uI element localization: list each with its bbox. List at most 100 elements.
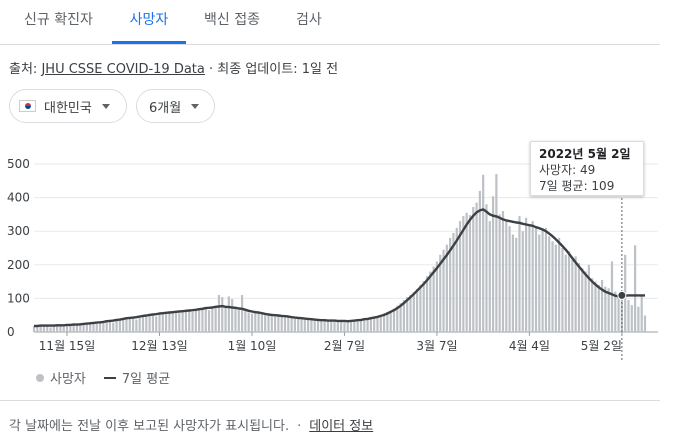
tab-new-cases[interactable]: 신규 확진자	[24, 0, 110, 43]
bar	[538, 234, 541, 332]
bar	[201, 307, 204, 332]
bar	[151, 315, 154, 332]
bar	[548, 236, 551, 332]
bar	[188, 309, 191, 332]
bar	[373, 317, 376, 332]
bar	[574, 256, 577, 332]
x-tick-label: 3월 7일	[416, 339, 457, 353]
bar	[439, 254, 442, 332]
bar	[36, 326, 39, 332]
bar	[65, 325, 69, 332]
bar	[75, 325, 79, 332]
bar	[323, 320, 326, 332]
bar	[587, 264, 590, 332]
bar	[366, 318, 369, 332]
bar	[264, 315, 267, 332]
bar	[396, 305, 399, 332]
tab-vaccinations-label: 백신 접종	[204, 12, 260, 28]
bar	[85, 322, 88, 332]
bar	[254, 310, 257, 332]
tab-tests-label: 검사	[296, 12, 322, 28]
bar	[600, 279, 604, 332]
source-link[interactable]: JHU CSSE COVID-19 Data	[41, 62, 205, 77]
bar	[515, 237, 518, 332]
bar	[392, 308, 396, 332]
line-legend-swatch	[103, 376, 116, 379]
bar	[591, 278, 594, 332]
bar	[260, 314, 263, 332]
bar	[122, 319, 125, 332]
bar	[442, 249, 445, 332]
bar	[69, 323, 72, 332]
chevron-down-icon	[101, 103, 110, 109]
metric-tabs: 신규 확진자 사망자 백신 접종 검사	[0, 0, 660, 45]
x-tick-label: 11월 15일	[39, 339, 95, 353]
bar	[409, 295, 412, 332]
bar	[465, 212, 468, 332]
bar	[141, 316, 145, 332]
bar	[462, 216, 465, 332]
bar	[89, 321, 92, 332]
y-tick-label: 200	[7, 258, 30, 272]
source-separator: ·	[209, 62, 214, 77]
tab-vaccinations[interactable]: 백신 접종	[204, 0, 282, 43]
bar	[221, 297, 224, 332]
x-tick-label: 2월 7일	[324, 339, 365, 353]
bar	[402, 300, 406, 332]
bar	[39, 325, 42, 332]
bar	[118, 319, 121, 332]
bar	[475, 202, 478, 332]
country-dropdown[interactable]: 대한민국	[9, 89, 127, 123]
bar	[340, 321, 343, 332]
bar	[478, 190, 481, 332]
bar	[386, 311, 389, 332]
bar	[419, 284, 422, 332]
last-updated: 최종 업데이트: 1일 전	[217, 62, 339, 77]
bar	[534, 227, 538, 332]
deaths-chart[interactable]: 0 100 200 300 400 500 11월 15일 12월 13일 1월 10일 2월 7…	[0, 140, 660, 365]
bar	[247, 312, 250, 332]
period-dropdown[interactable]: 6개월	[136, 89, 215, 123]
bar	[416, 288, 419, 332]
bar	[617, 295, 620, 332]
bar	[359, 319, 363, 332]
tooltip-date: 2022년 5월 2일	[539, 147, 631, 161]
bar	[287, 316, 290, 332]
bar	[102, 321, 105, 332]
bar	[382, 313, 386, 332]
bar	[191, 311, 194, 332]
bar	[581, 268, 584, 332]
tab-tests[interactable]: 검사	[296, 0, 336, 43]
bar	[458, 221, 462, 332]
bar	[161, 312, 164, 332]
chevron-down-icon	[191, 103, 200, 109]
bar	[250, 313, 254, 332]
bar	[597, 284, 600, 332]
bar	[46, 326, 49, 332]
bar	[449, 237, 452, 332]
bar	[564, 254, 567, 332]
bar	[399, 303, 402, 332]
bar	[98, 322, 102, 332]
bar	[346, 321, 349, 332]
bar	[194, 310, 197, 332]
bar	[148, 314, 151, 332]
bar	[125, 317, 128, 332]
bar	[227, 296, 230, 332]
bar	[485, 204, 488, 332]
bar	[62, 326, 65, 332]
bar	[594, 281, 597, 332]
bar	[165, 313, 168, 332]
bar	[614, 291, 617, 332]
bar	[505, 221, 508, 332]
tab-deaths[interactable]: 사망자	[112, 0, 186, 44]
tab-deaths-label: 사망자	[129, 12, 169, 28]
period-label: 6개월	[149, 100, 182, 116]
y-tick-label: 100	[7, 291, 30, 305]
average-line	[34, 208, 645, 328]
bar	[277, 314, 280, 332]
data-info-link[interactable]: 데이터 정보	[309, 419, 374, 434]
bar	[158, 313, 161, 332]
y-tick-label: 500	[7, 157, 30, 171]
bar	[389, 310, 392, 332]
